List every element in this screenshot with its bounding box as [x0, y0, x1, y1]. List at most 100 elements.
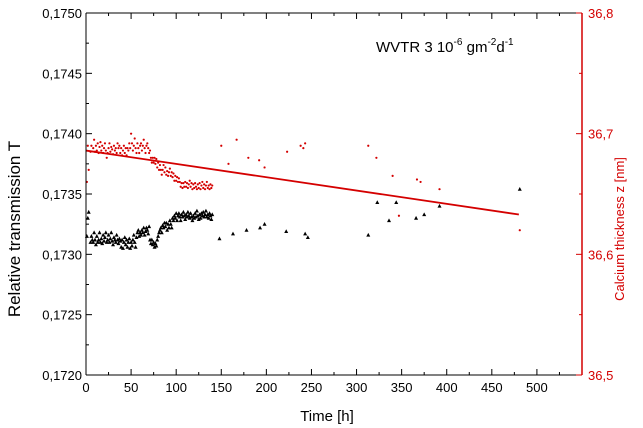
transmission-point — [173, 215, 178, 220]
transmission-point — [118, 238, 123, 243]
thickness-point — [162, 163, 165, 167]
transmission-point — [165, 228, 170, 232]
transmission-point — [147, 224, 152, 229]
thickness-point — [139, 144, 142, 147]
thickness-point — [154, 162, 157, 165]
thickness-point — [90, 144, 93, 147]
transmission-point — [202, 214, 207, 219]
transmission-point — [166, 225, 171, 230]
thickness-point — [93, 138, 96, 141]
transmission-point — [169, 225, 174, 230]
annotation-exp-3: -1 — [505, 37, 514, 48]
thickness-point — [179, 185, 182, 188]
thickness-point — [375, 156, 378, 159]
transmission-point — [185, 209, 190, 214]
transmission-point — [129, 240, 134, 244]
thickness-point — [172, 172, 175, 175]
thickness-point — [198, 182, 201, 185]
thickness-point — [164, 166, 167, 169]
transmission-point — [303, 231, 308, 236]
transmission-point — [136, 228, 141, 232]
thickness-point — [115, 151, 118, 155]
thickness-point — [191, 188, 194, 191]
x-tick-label: 300 — [346, 380, 368, 395]
transmission-point — [107, 240, 112, 244]
thickness-point — [95, 149, 98, 152]
thickness-point — [129, 132, 133, 135]
transmission-point — [208, 213, 213, 218]
transmission-point — [366, 232, 371, 237]
transmission-point — [103, 230, 108, 235]
thickness-point — [157, 168, 161, 171]
transmission-point — [188, 211, 193, 215]
transmission-point — [86, 209, 91, 214]
transmission-point — [92, 230, 97, 235]
transmission-point — [171, 218, 176, 223]
transmission-point — [375, 200, 380, 205]
y-left-tick-label: 0,1730 — [42, 247, 82, 262]
thickness-point — [151, 156, 154, 159]
thickness-point — [415, 178, 419, 181]
thickness-point — [258, 159, 261, 162]
transmission-point — [152, 244, 157, 249]
transmission-point — [122, 235, 127, 240]
thickness-point — [92, 147, 95, 150]
thickness-point — [100, 149, 103, 152]
thickness-point — [98, 145, 101, 149]
thickness-point — [96, 142, 99, 145]
transmission-point — [114, 232, 119, 237]
thickness-point — [203, 183, 206, 186]
thickness-point — [121, 149, 125, 152]
thickness-point — [183, 185, 186, 188]
transmission-point — [176, 211, 181, 215]
transmission-point — [394, 200, 399, 205]
transmission-point — [141, 225, 146, 230]
x-tick-label: 500 — [526, 380, 548, 395]
thickness-point — [206, 186, 209, 190]
transmission-point — [198, 215, 203, 220]
transmission-point — [174, 211, 179, 215]
transmission-point — [197, 212, 202, 217]
thickness-point — [119, 151, 122, 155]
transmission-point — [108, 236, 113, 241]
transmission-point — [166, 221, 171, 226]
x-tick-label: 450 — [481, 380, 503, 395]
wvtr-annotation: WVTR 3 10-6 gm-2d-1 — [376, 37, 514, 56]
thickness-point — [160, 173, 163, 176]
x-tick-label: 200 — [256, 380, 278, 395]
y-right-tick-label: 36,6 — [588, 247, 613, 262]
x-tick-label: 400 — [436, 380, 458, 395]
transmission-point — [157, 230, 162, 235]
thickness-point — [391, 174, 394, 177]
transmission-point — [203, 208, 208, 213]
transmission-point — [217, 236, 222, 241]
transmission-point — [134, 235, 139, 240]
transmission-point — [115, 237, 120, 242]
thickness-point — [286, 150, 289, 153]
thickness-point — [152, 161, 155, 164]
thickness-point — [158, 163, 162, 167]
transmission-point — [175, 218, 180, 223]
transmission-point — [178, 218, 183, 223]
transmission-point — [142, 232, 147, 237]
transmission-point — [192, 215, 197, 220]
thickness-point — [194, 185, 198, 188]
y-left-tick-label: 0,1750 — [42, 6, 82, 21]
annotation-unit-g-m: gm — [462, 39, 487, 56]
annotation-base: WVTR 3 10 — [376, 39, 454, 56]
transmission-point — [97, 230, 102, 235]
thickness-point — [186, 186, 190, 190]
transmission-point — [120, 246, 125, 250]
thickness-point — [113, 149, 116, 152]
transmission-point — [182, 213, 187, 218]
transmission-point — [129, 243, 134, 248]
thickness-point — [144, 151, 147, 155]
transmission-point — [387, 218, 392, 223]
fit-line — [85, 149, 520, 216]
transmission-point — [517, 186, 522, 191]
transmission-point — [194, 208, 199, 213]
transmission-point — [161, 225, 166, 230]
thickness-point — [170, 171, 173, 174]
y-left-tick-label: 0,1720 — [42, 368, 82, 383]
thickness-point — [153, 156, 156, 159]
